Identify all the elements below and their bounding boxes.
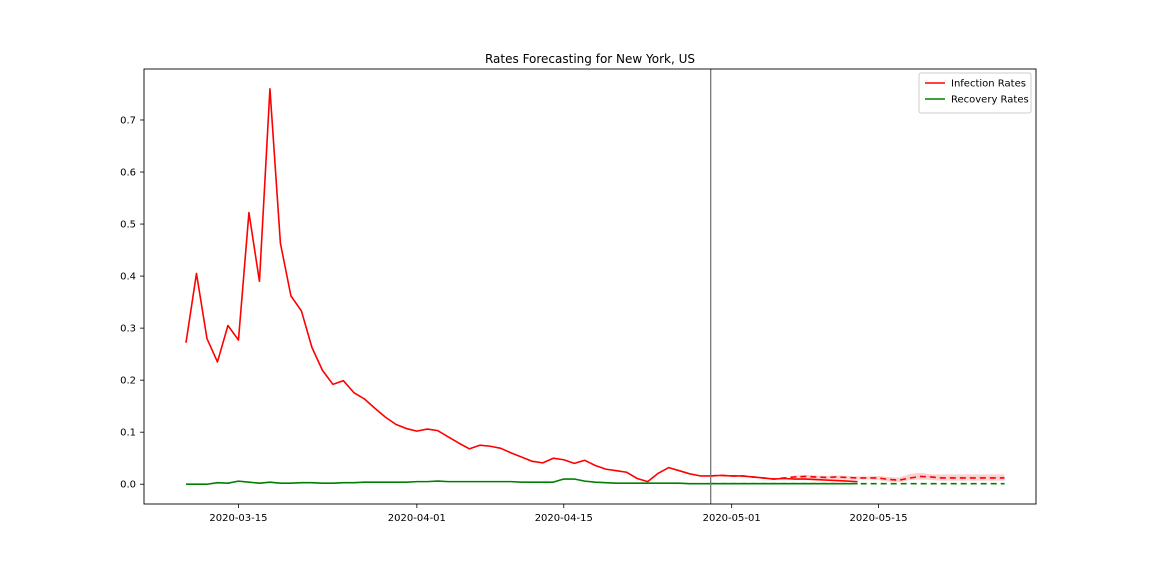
legend-label: Recovery Rates	[951, 95, 1029, 106]
x-tick-label: 2020-05-15	[850, 513, 908, 524]
y-tick-label: 0.6	[120, 168, 136, 179]
x-tick-label: 2020-04-15	[535, 513, 593, 524]
axes-frame	[143, 68, 1037, 505]
y-tick-label: 0.2	[120, 376, 136, 387]
y-tick-label: 0.0	[120, 480, 136, 491]
legend-label: Infection Rates	[951, 79, 1026, 90]
confidence-band	[794, 472, 1005, 483]
recovery-rates-line	[185, 478, 858, 486]
plot-area: 0.0 0.1 0.2 0.3 0.4 0.5 0.6 0.7 2020-03-15 2020-0…	[120, 68, 1037, 524]
y-tick-label: 0.5	[120, 220, 136, 231]
x-tick-label: 2020-05-01	[703, 513, 761, 524]
y-tick-label: 0.4	[120, 272, 136, 283]
y-tick-label: 0.3	[120, 324, 136, 335]
legend: Infection Rates Recovery Rates	[918, 72, 1032, 114]
legend-box	[918, 72, 1032, 114]
x-tick-label: 2020-04-01	[388, 513, 446, 524]
chart-title: Rates Forecasting for New York, US	[485, 52, 695, 66]
y-tick-label: 0.1	[120, 428, 136, 439]
y-tick-label: 0.7	[120, 115, 136, 126]
infection-rates-line	[185, 87, 858, 483]
forecast-2-line	[710, 474, 1005, 481]
x-tick-label: 2020-03-15	[209, 513, 267, 524]
